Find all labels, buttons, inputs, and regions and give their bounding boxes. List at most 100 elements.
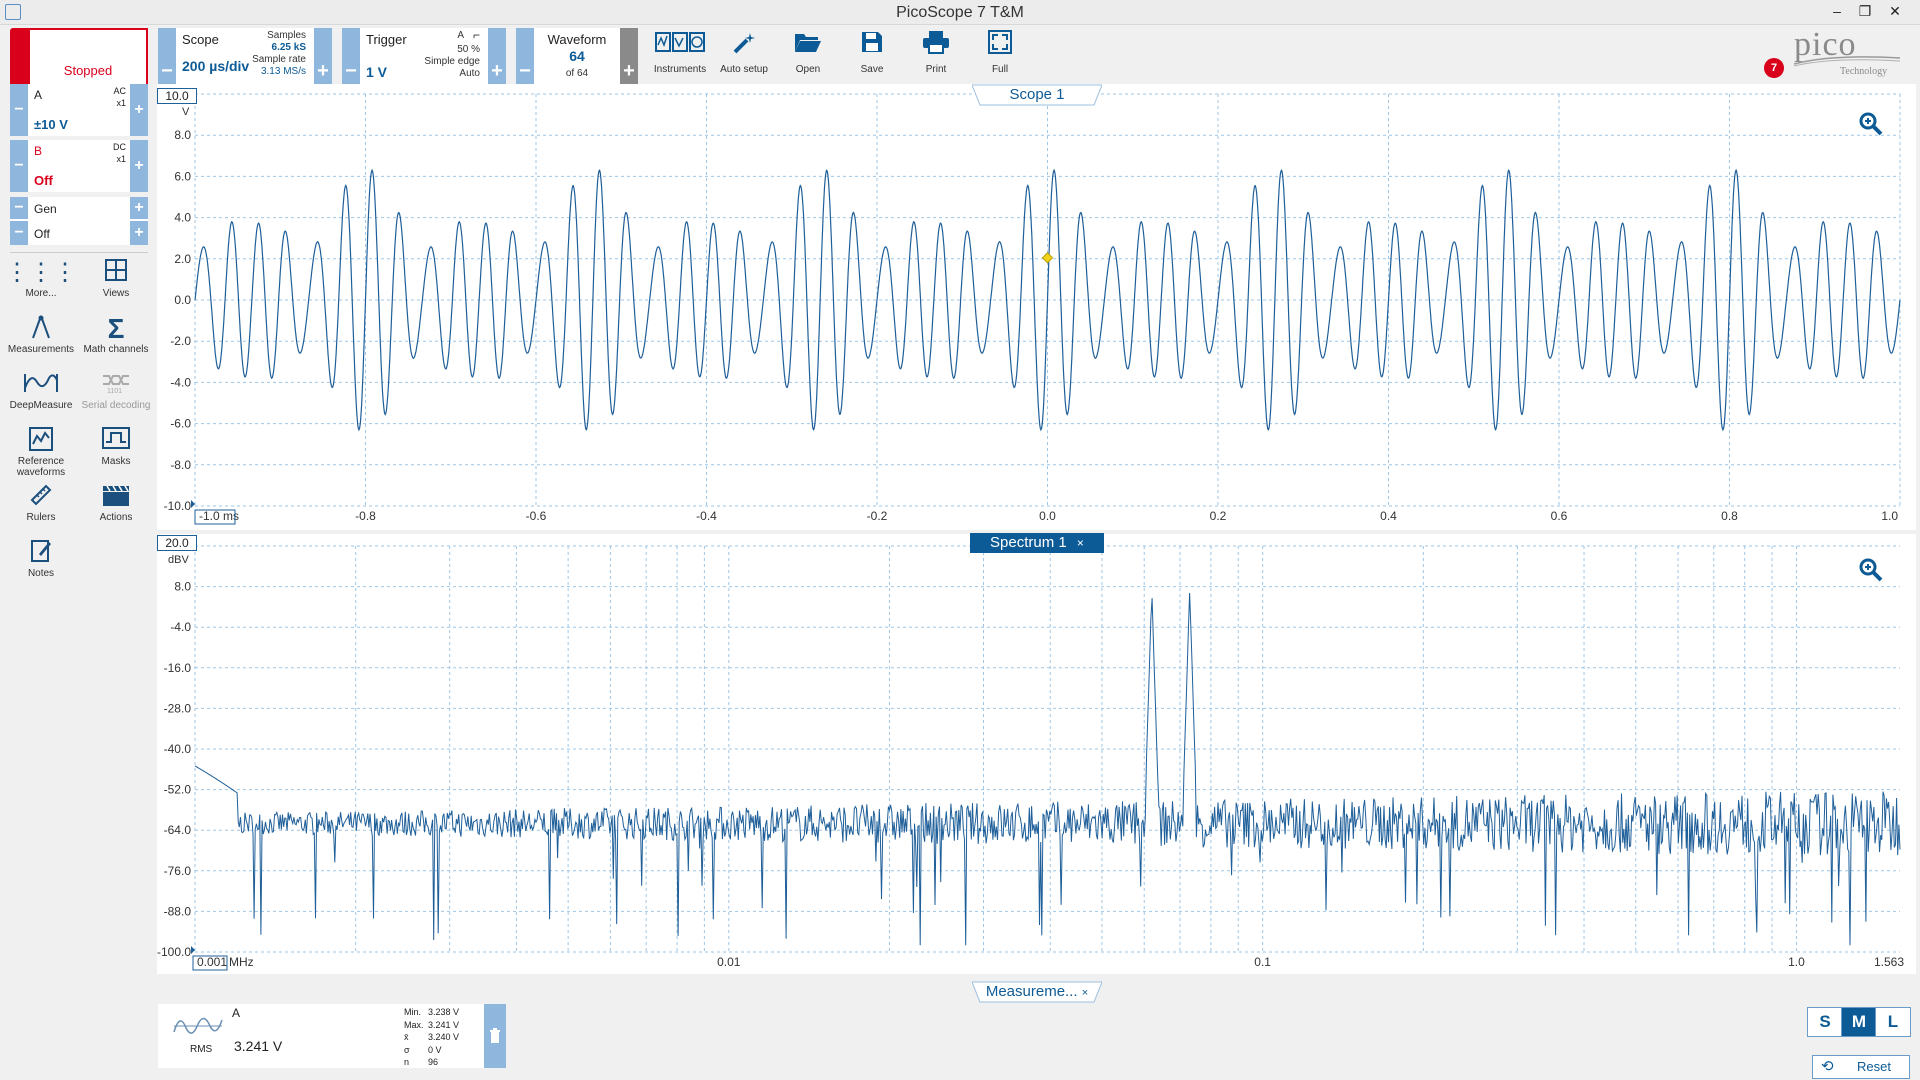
size-medium-button[interactable]: M bbox=[1841, 1007, 1877, 1037]
scope-y-axis-marker bbox=[191, 500, 195, 508]
measurements-button[interactable]: Measurements bbox=[5, 314, 77, 355]
scope-x-tick-label: 0.8 bbox=[1721, 509, 1738, 523]
full-screen-button[interactable]: Full bbox=[968, 30, 1032, 75]
scope-y-tick-label: 4.0 bbox=[174, 211, 191, 225]
tab-measurements[interactable]: Measureme... × bbox=[972, 981, 1102, 1003]
measurement-card[interactable]: RMS A 3.241 V Min. Max. x̄ σ n 3.238 V 3… bbox=[158, 1004, 506, 1068]
minimize-button[interactable]: – bbox=[1833, 3, 1841, 19]
views-button[interactable]: Views bbox=[80, 258, 152, 299]
open-button[interactable]: Open bbox=[776, 30, 840, 75]
channel-b-coupling[interactable]: DC bbox=[113, 142, 126, 152]
magic-wand-icon bbox=[712, 30, 776, 60]
channel-b-decrease[interactable]: − bbox=[10, 140, 28, 192]
notification-badge[interactable]: 7 bbox=[1764, 58, 1784, 78]
reset-label: Reset bbox=[1857, 1059, 1891, 1074]
gen-increase[interactable]: + bbox=[130, 197, 148, 219]
stat-sigma-label: σ bbox=[404, 1044, 410, 1055]
scope-zoom-icon[interactable] bbox=[1857, 110, 1885, 138]
scope-x-first-box bbox=[194, 509, 236, 525]
spectrum-y-tick-label: -88.0 bbox=[164, 904, 192, 918]
spectrum-view[interactable]: 8.0 -4.0 -16.0 -28.0 -40.0 -52.0 -64.0 -76.0 -88… bbox=[157, 534, 1916, 974]
scope-x-tick-label: 1.0 bbox=[1881, 509, 1898, 523]
delete-measurement-button[interactable] bbox=[484, 1004, 506, 1068]
timebase-value[interactable]: 200 µs/div bbox=[182, 58, 250, 74]
more-button[interactable]: ⋮⋮⋮ More... bbox=[5, 258, 77, 299]
channel-b-control[interactable]: − B DC x1 Off + bbox=[10, 140, 148, 192]
instruments-button[interactable]: Instruments bbox=[648, 30, 712, 75]
scope-view[interactable]: 8.0 6.0 4.0 2.0 0.0 -2.0 -4.0 -6.0 -8.0 -10.0 -1.0… bbox=[157, 84, 1916, 530]
spectrum-y-tick-label: -100.0 bbox=[157, 945, 191, 959]
channel-a-probe[interactable]: x1 bbox=[116, 98, 126, 108]
stat-sigma-value: 0 V bbox=[428, 1044, 442, 1055]
actions-button[interactable]: Actions bbox=[80, 482, 152, 523]
channel-a-range[interactable]: ±10 V bbox=[34, 117, 68, 132]
measurements-tab-text: Measureme... bbox=[985, 983, 1078, 1000]
measurements-tab-close-icon[interactable]: × bbox=[1081, 987, 1089, 999]
channel-b-increase[interactable]: + bbox=[130, 140, 148, 192]
close-button[interactable]: ✕ bbox=[1889, 3, 1901, 19]
waveform-number[interactable]: 64 bbox=[569, 48, 585, 64]
svg-text:1101: 1101 bbox=[107, 388, 122, 394]
rulers-button[interactable]: Rulers bbox=[5, 482, 77, 523]
channel-b-probe[interactable]: x1 bbox=[116, 154, 126, 164]
trigger-channel: A bbox=[457, 30, 464, 41]
channel-a-control[interactable]: − A AC x1 ±10 V + bbox=[10, 84, 148, 136]
channel-a-decrease[interactable]: − bbox=[10, 84, 28, 136]
scope-y-tick-label: -8.0 bbox=[170, 458, 191, 472]
print-button[interactable]: Print bbox=[904, 30, 968, 75]
measurement-stats-values: 3.238 V 3.241 V 3.240 V 0 V 96 bbox=[428, 1006, 459, 1069]
gen-state[interactable]: Off bbox=[34, 227, 50, 241]
maximize-button[interactable]: ❐ bbox=[1858, 3, 1872, 19]
auto-setup-button[interactable]: Auto setup bbox=[712, 30, 776, 75]
reference-waveforms-label: Reference waveforms bbox=[16, 456, 66, 478]
scope-y-tick-label: 6.0 bbox=[174, 169, 191, 183]
scope-x-tick-label: 0.0 bbox=[1039, 509, 1056, 523]
size-large-button[interactable]: L bbox=[1875, 1007, 1911, 1037]
reference-icon bbox=[5, 426, 77, 456]
sidebar-divider bbox=[10, 252, 148, 253]
trigger-type[interactable]: Simple edge bbox=[424, 56, 480, 67]
spectrum-zoom-icon[interactable] bbox=[1857, 556, 1885, 584]
channel-a-increase[interactable]: + bbox=[130, 84, 148, 136]
tab-spectrum-close-icon[interactable]: × bbox=[1076, 536, 1084, 550]
generator-control[interactable]: − − Gen Off + + bbox=[10, 197, 148, 245]
tab-spectrum-1[interactable]: Spectrum 1 × bbox=[970, 533, 1104, 553]
gen-decrease[interactable]: − bbox=[10, 197, 28, 219]
trigger-level[interactable]: 1 V bbox=[366, 64, 388, 80]
masks-button[interactable]: Masks bbox=[80, 426, 152, 467]
scope-plot[interactable]: 8.0 6.0 4.0 2.0 0.0 -2.0 -4.0 -6.0 -8.0 -10.0 -1.0… bbox=[157, 84, 1916, 530]
scope-y-top-label[interactable]: 10.0 bbox=[157, 88, 197, 104]
tab-scope-1[interactable]: Scope 1 bbox=[972, 84, 1102, 106]
stat-n-label: n bbox=[404, 1057, 410, 1067]
print-label: Print bbox=[925, 64, 947, 75]
scope-y-tick-label: 8.0 bbox=[174, 128, 191, 142]
spectrum-y-top-label[interactable]: 20.0 bbox=[157, 535, 197, 551]
logo-subtext: Technology bbox=[1840, 66, 1888, 77]
math-channels-button[interactable]: Σ Math channels bbox=[80, 314, 152, 356]
save-icon bbox=[840, 30, 904, 60]
channel-a-coupling[interactable]: AC bbox=[113, 86, 126, 96]
reset-button[interactable]: ⟲ Reset bbox=[1812, 1055, 1910, 1079]
reference-waveforms-button[interactable]: Reference waveforms bbox=[5, 426, 77, 478]
spectrum-trace-a bbox=[194, 592, 1901, 946]
notes-label: Notes bbox=[27, 568, 55, 579]
trigger-mode[interactable]: Auto bbox=[459, 68, 480, 79]
scope-y-tick-label: -2.0 bbox=[170, 334, 191, 348]
channel-b-range[interactable]: Off bbox=[34, 173, 53, 188]
samples-value[interactable]: 6.25 kS bbox=[271, 42, 306, 53]
window-title: PicoScope 7 T&M bbox=[896, 4, 1024, 21]
deepmeasure-button[interactable]: DeepMeasure bbox=[5, 370, 77, 411]
notes-button[interactable]: Notes bbox=[5, 538, 77, 579]
gen-state-decrease[interactable]: − bbox=[10, 221, 28, 245]
gen-state-increase[interactable]: + bbox=[130, 221, 148, 245]
measurement-type: RMS bbox=[190, 1044, 213, 1055]
serial-decoding-button[interactable]: 1101 Serial decoding bbox=[80, 370, 152, 411]
scope-x-tick-label: 0.4 bbox=[1380, 509, 1397, 523]
actions-icon bbox=[80, 482, 152, 512]
spectrum-plot[interactable]: 8.0 -4.0 -16.0 -28.0 -40.0 -52.0 -64.0 -76.0 -88… bbox=[157, 534, 1916, 974]
reset-history-icon: ⟲ bbox=[1821, 1058, 1834, 1075]
spectrum-x-tick-label: 1.0 bbox=[1788, 955, 1805, 969]
save-button[interactable]: Save bbox=[840, 30, 904, 75]
stat-max-label: Max. bbox=[404, 1019, 424, 1030]
size-small-button[interactable]: S bbox=[1807, 1007, 1843, 1037]
